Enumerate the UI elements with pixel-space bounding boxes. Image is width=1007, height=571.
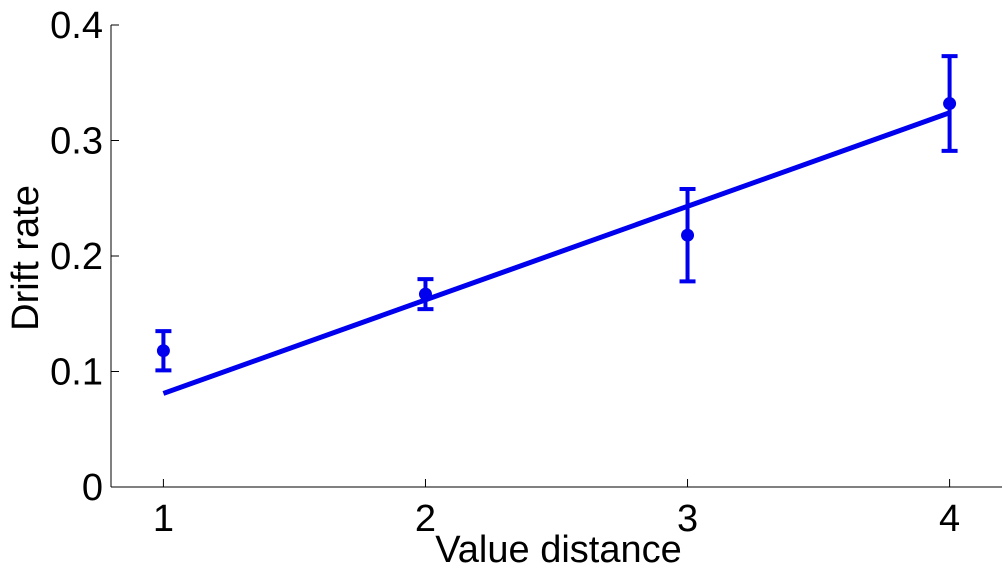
- data-point: [156, 344, 170, 358]
- y-tick-label: 0: [82, 467, 103, 509]
- data-point: [681, 228, 695, 242]
- y-tick-label: 0.1: [50, 352, 103, 394]
- data-point: [943, 97, 957, 111]
- y-tick-label: 0.2: [50, 236, 103, 278]
- x-axis-title: Value distance: [435, 529, 681, 571]
- data-point: [418, 287, 432, 301]
- plot-area: [155, 54, 958, 396]
- axes: 1 2 3 4 0 0.1 0.2 0.3 0.4: [50, 5, 1002, 540]
- y-tick-label: 0.3: [50, 121, 103, 163]
- x-tick-label: 1: [153, 498, 174, 540]
- x-tick-label: 4: [939, 498, 960, 540]
- y-tick-label: 0.4: [50, 5, 103, 47]
- x-tick-label: 3: [677, 498, 698, 540]
- fit-line: [162, 110, 951, 396]
- y-axis-title: Drift rate: [5, 185, 47, 331]
- x-tick-label: 2: [415, 498, 436, 540]
